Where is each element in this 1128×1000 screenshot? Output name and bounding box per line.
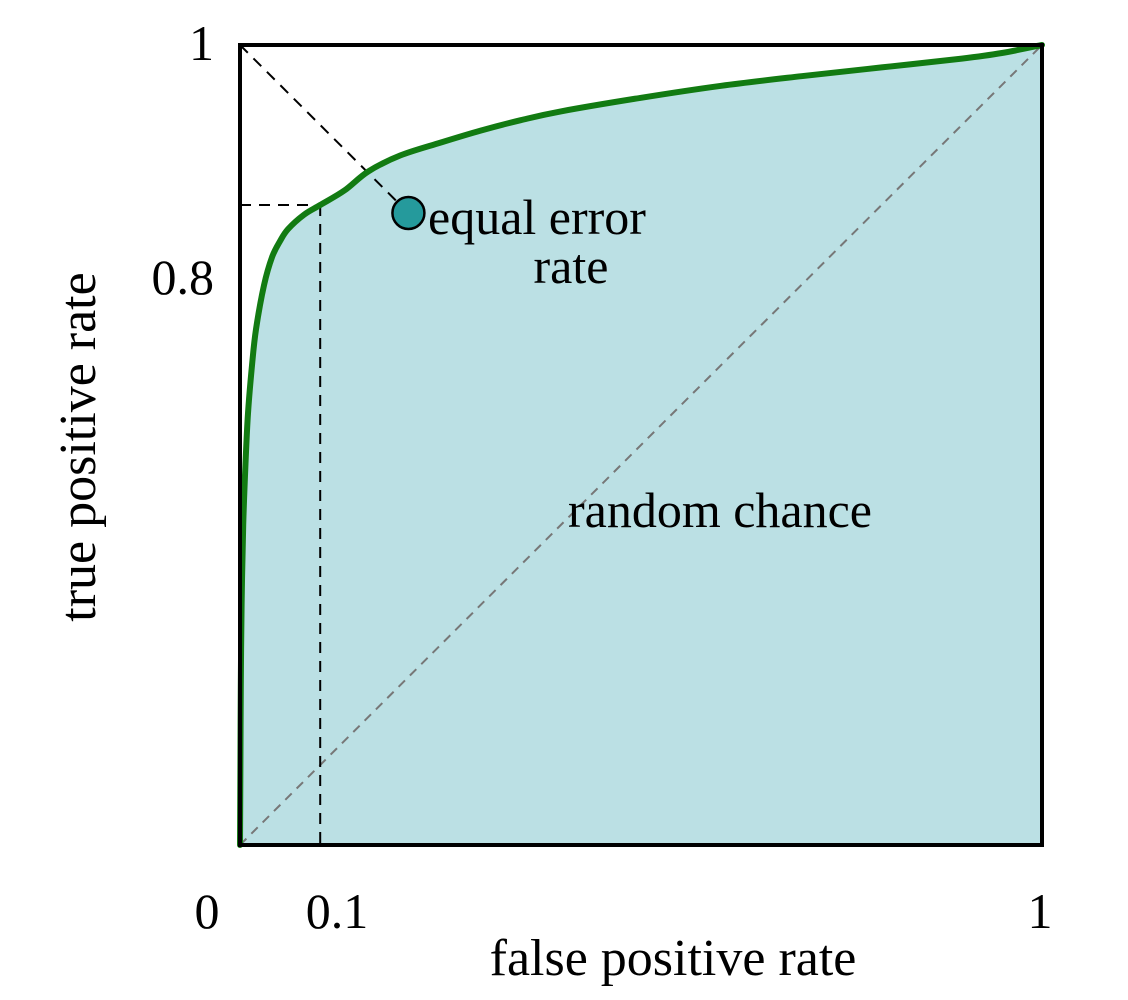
x-tick-label-0: 0 <box>195 883 220 939</box>
x-tick-label-0-1: 0.1 <box>306 883 369 939</box>
y-axis-label: true positive rate <box>50 272 107 621</box>
x-axis-label: false positive rate <box>490 930 857 987</box>
plot-frame <box>238 43 1044 847</box>
roc-curve <box>237 42 1045 848</box>
random-chance-line <box>239 44 1043 846</box>
y-tick-label-0-8: 0.8 <box>152 249 215 305</box>
x-tick-label-1: 1 <box>1028 883 1053 939</box>
equal-error-rate-marker <box>391 195 426 231</box>
equal-error-rate-line <box>239 44 410 214</box>
random-chance-label: random chance <box>568 482 872 538</box>
equal-error-rate-label-line2: rate <box>534 238 609 294</box>
plot-area <box>237 42 1045 848</box>
equal-error-rate-label-line1: equal error <box>428 189 646 245</box>
y-tick-label-1: 1 <box>189 15 214 71</box>
